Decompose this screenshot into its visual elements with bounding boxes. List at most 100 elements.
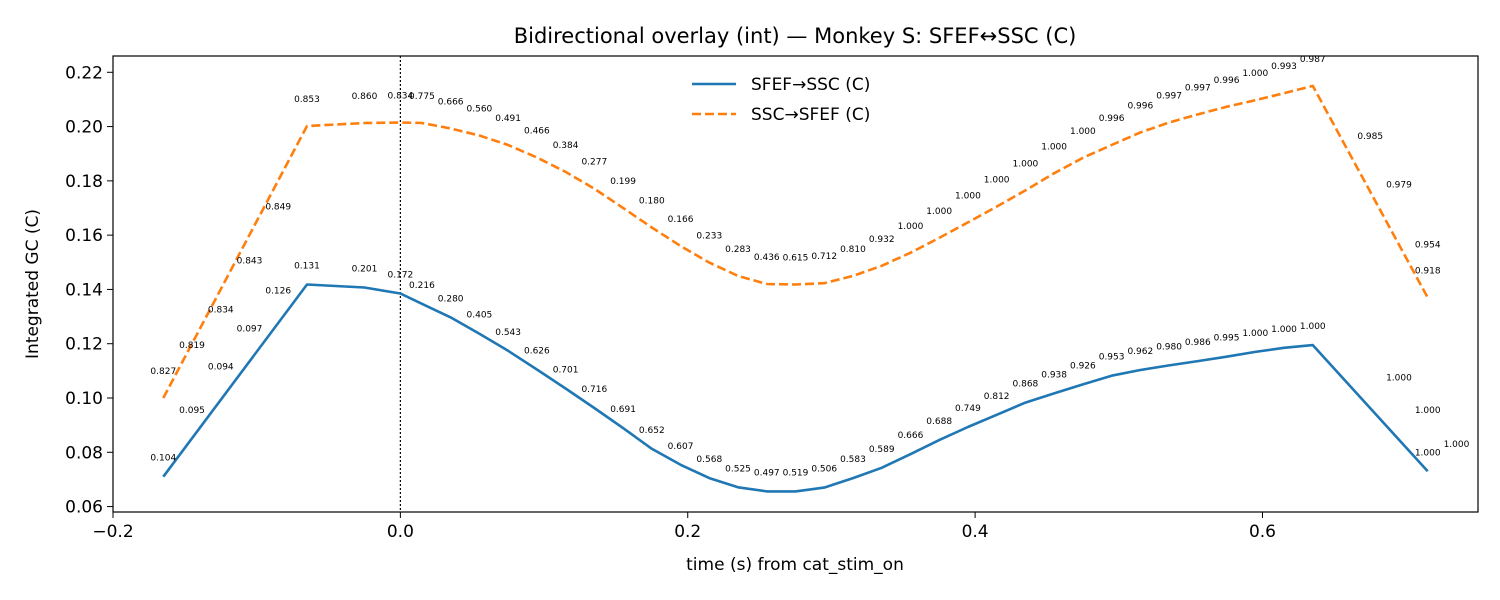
data-label: 0.997 (1156, 92, 1182, 102)
y-tick-label: 0.20 (65, 118, 103, 138)
data-label: 0.172 (387, 271, 413, 281)
x-tick-label: 0.2 (674, 522, 701, 542)
data-label: 1.000 (1415, 406, 1441, 416)
data-label: 0.615 (783, 254, 809, 264)
data-label: 0.819 (179, 341, 205, 351)
data-label: 0.666 (898, 431, 924, 441)
data-label: 0.436 (754, 253, 780, 263)
data-label: 0.985 (1357, 132, 1383, 142)
plot-frame (112, 55, 1479, 513)
data-label: 0.980 (1156, 342, 1182, 352)
data-label: 0.560 (467, 105, 493, 115)
data-label: 0.126 (265, 287, 291, 297)
data-label: 0.583 (840, 455, 866, 465)
data-label: 0.810 (840, 245, 866, 255)
data-label: 0.283 (725, 245, 751, 255)
data-label: 1.000 (1013, 159, 1039, 169)
data-label: 0.519 (783, 468, 809, 478)
data-label: 0.954 (1415, 240, 1441, 250)
data-label: 0.280 (438, 294, 464, 304)
legend-label-2: SSC→SFEF (C) (751, 105, 870, 125)
data-label: 0.131 (294, 262, 320, 272)
data-label: 0.688 (926, 417, 952, 427)
y-tick-label: 0.14 (65, 280, 103, 300)
data-label: 0.095 (179, 406, 205, 416)
data-label: 0.812 (984, 392, 1010, 402)
data-label: 0.918 (1415, 267, 1441, 277)
data-label: 0.996 (1127, 102, 1153, 112)
data-label: 1.000 (1444, 440, 1470, 450)
data-label: 0.094 (208, 363, 234, 373)
x-tick-label: 0.6 (1249, 522, 1276, 542)
data-label: 0.652 (639, 426, 665, 436)
data-label: 0.995 (1214, 334, 1240, 344)
data-label: 0.853 (294, 95, 320, 105)
data-label: 0.827 (150, 367, 176, 377)
data-label: 0.691 (610, 405, 636, 415)
x-tick-label: −0.2 (92, 522, 133, 542)
data-label: 0.506 (811, 465, 837, 475)
data-label: 0.104 (150, 454, 176, 464)
data-label: 0.384 (553, 141, 579, 151)
data-label: 0.953 (1099, 353, 1125, 363)
y-axis: 0.06 0.08 0.10 0.12 0.14 0.16 0.18 0.20 0.22 (65, 63, 113, 518)
data-label: 0.868 (1013, 380, 1039, 390)
data-label: 0.749 (955, 404, 981, 414)
y-tick-label: 0.06 (65, 498, 103, 518)
data-label: 0.277 (581, 158, 607, 168)
data-label: 0.986 (1185, 338, 1211, 348)
data-label: 0.775 (409, 92, 435, 102)
data-label: 0.962 (1127, 347, 1153, 357)
data-label: 0.180 (639, 197, 665, 207)
data-label: 0.987 (1300, 55, 1326, 65)
data-label: 0.834 (387, 92, 413, 102)
y-tick-label: 0.08 (65, 443, 103, 463)
data-label: 0.843 (237, 257, 263, 267)
data-label: 0.201 (352, 265, 378, 275)
data-label: 0.626 (524, 347, 550, 357)
data-label: 0.834 (208, 306, 234, 316)
x-tick-label: 0.0 (387, 522, 414, 542)
data-label: 0.926 (1070, 361, 1096, 371)
data-label: 1.000 (898, 222, 924, 232)
data-label: 0.405 (467, 311, 493, 321)
series-line-1 (162, 283, 1429, 493)
legend: SFEF→SSC (C) SSC→SFEF (C) (692, 75, 870, 125)
plot-area: 0.104 0.131 0.201 0.1720.2160.2800.4050.543… (150, 55, 1470, 512)
data-label: 0.607 (668, 442, 694, 452)
data-label: 1.000 (1386, 373, 1412, 383)
y-tick-label: 0.12 (65, 335, 103, 355)
data-label: 1.000 (1041, 142, 1067, 152)
data-label: 0.466 (524, 127, 550, 137)
series-line-2 (162, 84, 1429, 399)
data-label: 1.000 (1271, 325, 1297, 335)
data-label: 0.932 (869, 235, 895, 245)
data-label: 0.979 (1386, 181, 1412, 191)
data-label: 1.000 (1070, 127, 1096, 137)
data-label: 1.000 (1242, 329, 1268, 339)
data-label: 0.497 (754, 468, 780, 478)
data-label: 0.996 (1099, 114, 1125, 124)
data-label: 0.849 (265, 202, 291, 212)
data-label: 0.701 (553, 366, 579, 376)
data-label: 0.568 (696, 455, 722, 465)
x-tick-label: 0.4 (962, 522, 989, 542)
x-axis-label: time (s) from cat_stim_on (686, 555, 904, 575)
data-label: 0.525 (725, 464, 751, 474)
data-label: 0.199 (610, 177, 636, 187)
data-label: 0.166 (668, 215, 694, 225)
chart-title: Bidirectional overlay (int) — Monkey S: … (514, 24, 1077, 48)
data-label: 0.097 (237, 325, 263, 335)
data-label: 0.233 (696, 232, 722, 242)
y-tick-label: 0.10 (65, 389, 103, 409)
data-label: 0.716 (581, 385, 607, 395)
data-label: 0.589 (869, 445, 895, 455)
data-label: 0.543 (495, 328, 521, 338)
data-label: 0.860 (352, 92, 378, 102)
x-axis: −0.2 0.0 0.2 0.4 0.6 (92, 512, 1276, 542)
data-label: 0.712 (811, 252, 837, 262)
data-label: 1.000 (926, 207, 952, 217)
y-axis-label: Integrated GC (C) (23, 209, 43, 359)
